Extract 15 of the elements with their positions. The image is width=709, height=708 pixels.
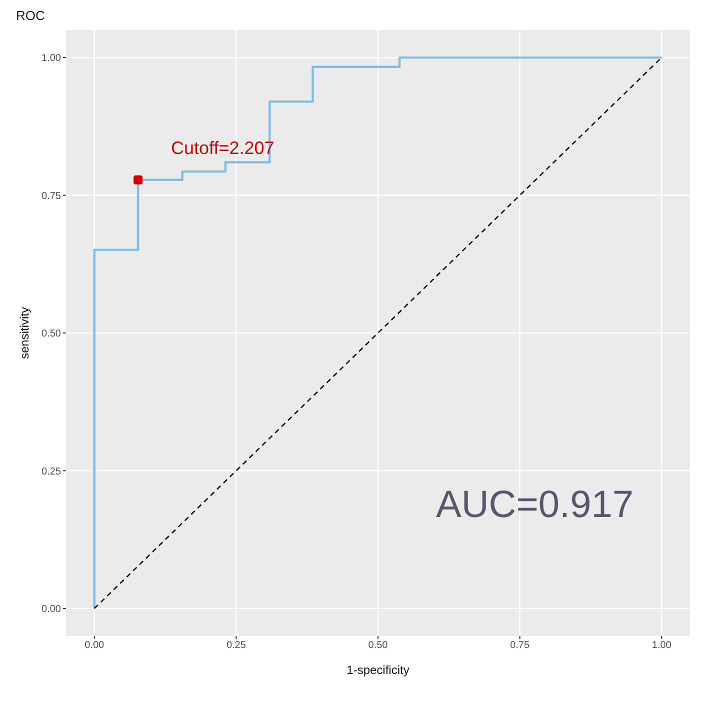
y-tick-label: 0.75 [42, 190, 62, 202]
x-tick-label: 1.00 [652, 640, 672, 652]
x-tick-label: 0.75 [510, 640, 530, 652]
y-tick-label: 1.00 [42, 53, 62, 64]
y-tick-label: 0.00 [42, 604, 62, 616]
y-tick-label: 0.25 [42, 466, 62, 478]
x-tick-label: 0.00 [84, 640, 105, 652]
x-tick-label: 0.25 [226, 640, 246, 652]
chart-title: ROC [16, 8, 45, 23]
annotation: Cutoff=2.207 [171, 138, 274, 159]
y-axis-title: sensitivity [17, 306, 32, 360]
x-tick-label: 0.50 [368, 640, 388, 652]
annotation: AUC=0.917 [436, 484, 634, 527]
y-tick-label: 0.50 [42, 328, 62, 340]
x-axis-title: 1-specificity [346, 663, 410, 677]
